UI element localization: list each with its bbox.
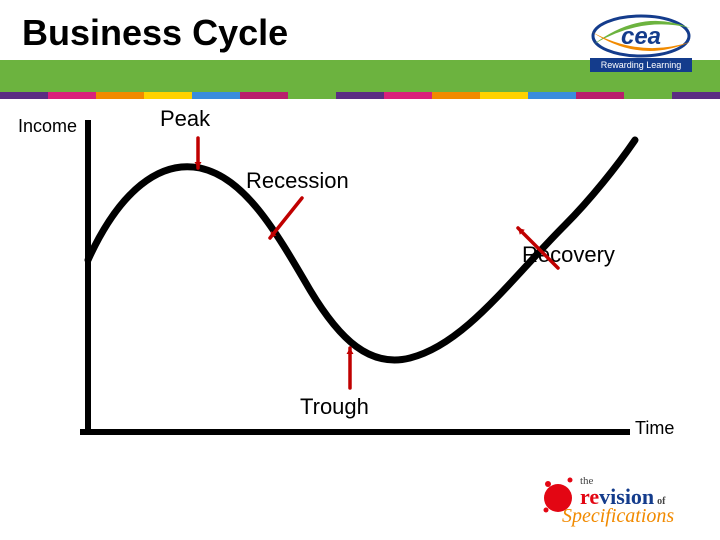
color-strip-segment [480,92,528,99]
color-strip-segment [144,92,192,99]
color-strip-segment [576,92,624,99]
page-title: Business Cycle [22,12,288,54]
recession-arrow [270,198,302,238]
cycle-curve [88,140,635,360]
y-axis-label: Income [18,116,77,137]
color-strip-segment [432,92,480,99]
color-strip-segment [624,92,672,99]
business-cycle-chart [70,120,640,450]
cea-logo: cea Rewarding Learning [582,14,700,74]
color-strip-segment [240,92,288,99]
header-color-strip [0,92,720,99]
revision-logo-svg: the revisionof Specifications [540,470,710,528]
color-strip-segment [336,92,384,99]
peak-arrow [195,138,202,168]
revision-logo: the revisionof Specifications [540,470,710,528]
color-strip-segment [48,92,96,99]
rev-line3: Specifications [562,505,674,527]
trough-arrow [347,348,354,388]
color-strip-segment [288,92,336,99]
x-axis-label: Time [635,418,674,439]
color-strip-segment [672,92,720,99]
color-strip-segment [528,92,576,99]
color-strip-segment [96,92,144,99]
cea-tagline: Rewarding Learning [601,60,682,70]
cea-logo-text: cea [621,23,661,50]
color-strip-segment [384,92,432,99]
color-strip-segment [0,92,48,99]
color-strip-segment [192,92,240,99]
